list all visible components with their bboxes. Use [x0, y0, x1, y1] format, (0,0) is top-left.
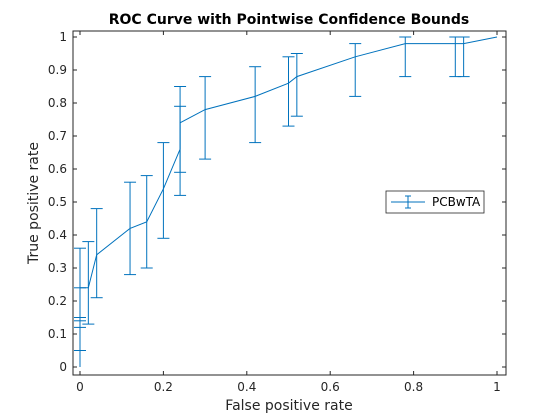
y-tick-label: 0.5	[48, 195, 67, 209]
y-axis-label: True positive rate	[26, 142, 42, 265]
x-axis: 0 0.2 0.4 0.6 0.8 1	[76, 31, 501, 394]
y-tick-label: 0.2	[48, 294, 67, 308]
y-tick-label: 0.3	[48, 261, 67, 275]
axes-box	[72, 30, 507, 376]
x-tick-label: 0.4	[237, 380, 256, 394]
y-tick-label: 0.1	[48, 327, 67, 341]
y-tick-label: 1	[59, 30, 67, 44]
y-tick-label: 0.6	[48, 162, 67, 176]
y-tick-label: 0.8	[48, 96, 67, 110]
series-layer	[74, 36, 498, 367]
chart-title: ROC Curve with Pointwise Confidence Boun…	[109, 12, 469, 28]
y-tick-label: 0.9	[48, 63, 67, 77]
x-tick-label: 0.6	[321, 380, 340, 394]
x-tick-label: 1	[493, 380, 501, 394]
x-tick-label: 0	[76, 380, 84, 394]
y-tick-label: 0.7	[48, 129, 67, 143]
legend: PCBwTA	[385, 190, 485, 214]
x-tick-label: 0.2	[154, 380, 173, 394]
y-axis: 0 0.1 0.2 0.3 0.4 0.5 0.6 0.7 0.8 0.9 1	[48, 30, 506, 374]
y-tick-label: 0.4	[48, 228, 67, 242]
y-tick-label: 0	[59, 360, 67, 374]
x-tick-label: 0.8	[404, 380, 423, 394]
x-axis-label: False positive rate	[225, 398, 352, 414]
legend-label: PCBwTA	[432, 195, 481, 209]
